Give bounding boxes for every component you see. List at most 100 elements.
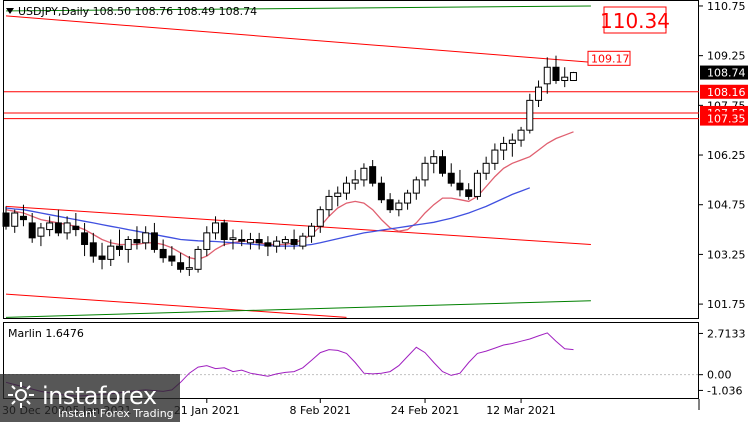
candle-body xyxy=(543,66,551,85)
candles-layer xyxy=(2,55,577,276)
candle-18 xyxy=(159,239,167,263)
candle-49 xyxy=(430,150,438,174)
candle-body xyxy=(386,199,394,211)
candle-6 xyxy=(54,209,62,237)
candle-59 xyxy=(517,126,525,147)
candle-body xyxy=(377,182,385,201)
candle-body xyxy=(264,242,272,247)
candle-body xyxy=(19,215,27,221)
candle-64 xyxy=(561,67,569,88)
candle-63 xyxy=(552,55,560,84)
candle-body xyxy=(465,189,473,197)
candle-body xyxy=(290,239,298,245)
candle-7 xyxy=(63,216,71,240)
candle-body xyxy=(412,179,420,194)
candle-37 xyxy=(325,189,333,217)
candle-body xyxy=(203,232,211,250)
candle-body xyxy=(28,222,36,239)
candle-body xyxy=(482,162,490,174)
candle-body xyxy=(238,239,246,242)
current-price-label: 108.74 xyxy=(707,67,746,80)
candle-body xyxy=(2,212,10,227)
indicator-tick-label: 0.00 xyxy=(707,369,732,382)
levels-layer xyxy=(4,5,699,318)
candle-19 xyxy=(168,246,176,266)
candle-42 xyxy=(369,160,377,187)
candle-body xyxy=(447,172,455,184)
candle-body xyxy=(220,222,228,240)
candle-body xyxy=(115,245,123,250)
time-tick-label: 24 Feb 2021 xyxy=(391,404,459,417)
candle-body xyxy=(439,156,446,174)
candle-9 xyxy=(81,222,89,257)
candle-body xyxy=(63,222,71,234)
candle-1 xyxy=(11,209,19,233)
candle-23 xyxy=(203,226,211,257)
candle-body xyxy=(508,139,516,144)
candle-body xyxy=(334,192,342,197)
price-tick-label: 110.75 xyxy=(707,0,746,13)
candle-body xyxy=(281,239,289,244)
candle-body xyxy=(177,262,185,270)
candle-2 xyxy=(19,204,27,227)
price-tick-label: 103.25 xyxy=(707,248,746,261)
candle-48 xyxy=(421,156,429,187)
candle-0 xyxy=(2,206,10,230)
trend-line-4 xyxy=(5,300,591,318)
level-label-1: 108.16 xyxy=(707,86,746,99)
level-label-box-3 xyxy=(700,111,748,126)
candle-body xyxy=(229,237,237,240)
time-tick-label: 8 Feb 2021 xyxy=(290,404,351,417)
candle-body xyxy=(89,242,97,257)
candle-35 xyxy=(308,222,316,243)
candle-25 xyxy=(220,219,228,247)
candle-10 xyxy=(89,232,97,263)
chart-title: USDJPY,Daily 108.50 108.76 108.49 108.74 xyxy=(18,5,257,18)
price-tick-label: 104.75 xyxy=(707,199,746,212)
candle-21 xyxy=(185,256,193,276)
candle-29 xyxy=(255,232,263,250)
candle-body xyxy=(535,86,543,101)
candle-body xyxy=(500,142,508,151)
candle-body xyxy=(212,222,220,234)
candle-36 xyxy=(316,206,324,233)
candle-body xyxy=(421,162,429,181)
watermark-brand: instaforex xyxy=(42,382,157,410)
candle-26 xyxy=(229,229,237,250)
moving-average-layer xyxy=(5,131,574,261)
candle-body xyxy=(404,192,412,204)
candle-12 xyxy=(107,239,115,266)
candle-32 xyxy=(281,236,289,250)
candle-body xyxy=(456,182,464,191)
candle-body xyxy=(491,149,499,164)
candle-4 xyxy=(37,222,45,247)
candle-body xyxy=(124,239,132,250)
candle-28 xyxy=(246,232,254,250)
candle-body xyxy=(159,248,167,259)
candle-8 xyxy=(72,213,80,237)
candle-body xyxy=(561,76,569,81)
candle-20 xyxy=(177,252,185,273)
candle-body xyxy=(526,99,534,131)
level-label-box-1 xyxy=(700,84,748,99)
candle-body xyxy=(255,239,263,244)
candle-body xyxy=(299,235,307,247)
price-tick-label: 109.25 xyxy=(707,50,746,63)
candle-body xyxy=(72,225,80,231)
target-level-label: 110.34 xyxy=(600,9,670,33)
candle-57 xyxy=(500,136,508,160)
target-level-box xyxy=(603,6,667,34)
candle-50 xyxy=(439,150,446,177)
candle-body xyxy=(552,66,560,81)
candle-body xyxy=(342,182,350,194)
candle-body xyxy=(54,222,62,234)
candle-body xyxy=(142,232,150,244)
candle-body xyxy=(168,255,176,262)
symbol-dropdown-icon[interactable] xyxy=(6,8,14,14)
indicator-tick-label: 2.7133 xyxy=(707,327,746,340)
candle-body xyxy=(473,172,481,197)
candle-body xyxy=(569,72,577,82)
candle-11 xyxy=(98,242,106,270)
candle-body xyxy=(37,227,45,237)
